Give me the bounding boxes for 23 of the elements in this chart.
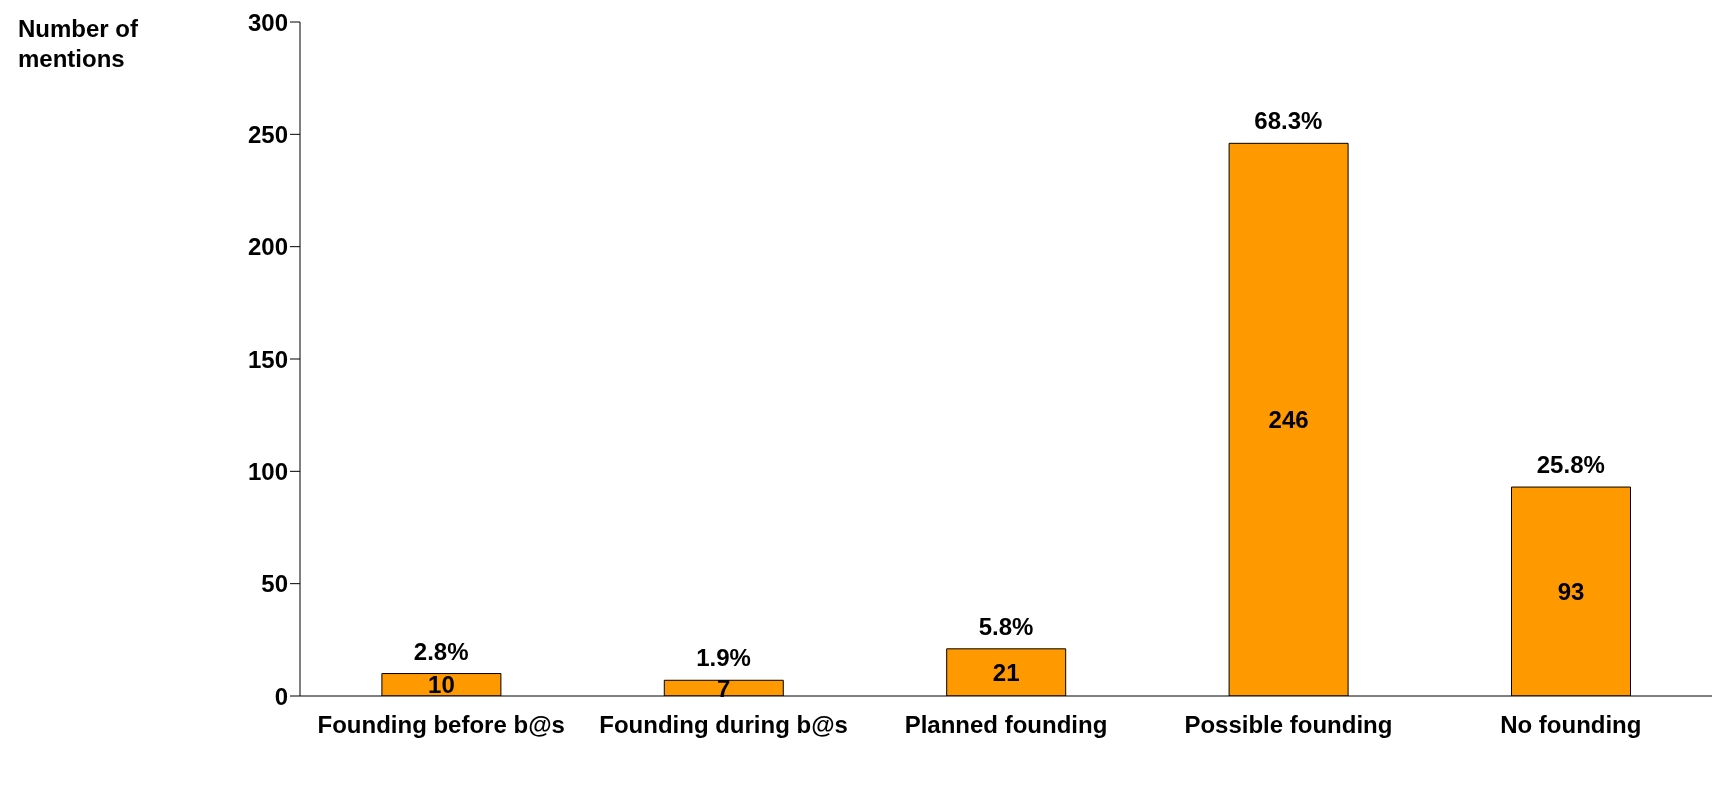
data-label: 10 [428,671,455,699]
y-tick-label: 100 [247,457,288,485]
annotation: 68.3% [1254,107,1323,135]
y-tick-label: 250 [247,120,288,148]
y-tick-label: 150 [247,345,288,373]
y-tick-label: 200 [247,233,288,261]
annotation: 5.8% [978,612,1034,640]
annotation: 25.8% [1536,451,1605,479]
x-tick-label: Founding before b@s [317,711,565,739]
y-axis-title: Number of mentions [18,14,139,74]
x-tick-label: Possible founding [1184,711,1393,739]
data-label: 246 [1268,406,1309,434]
annotation: 1.9% [696,644,751,672]
y-tick-label: 0 [274,682,288,710]
x-tick-label: Planned founding [904,711,1108,739]
x-tick-label: Founding during b@s [599,711,848,739]
x-tick-label: No founding [1500,711,1642,739]
y-tick-label: 300 [247,8,288,36]
annotation: 2.8% [413,637,469,665]
data-label: 7 [717,674,731,702]
data-label: 93 [1557,578,1585,606]
y-tick-label: 50 [261,570,288,598]
data-label: 21 [992,658,1020,686]
